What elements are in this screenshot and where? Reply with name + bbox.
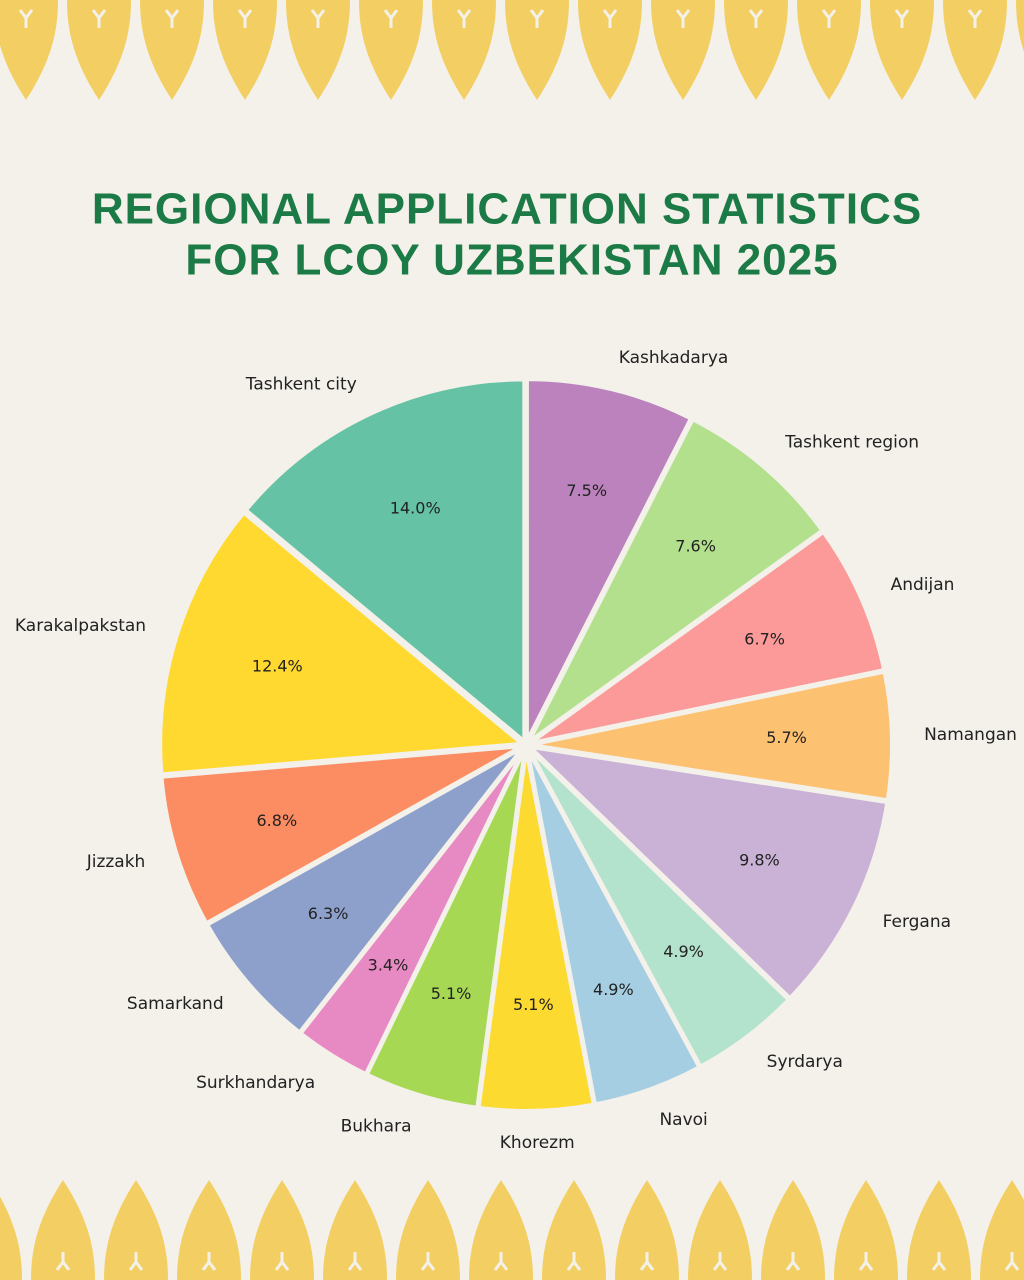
slice-label: Bukhara	[341, 1116, 412, 1136]
value-label: 4.9%	[593, 980, 634, 999]
pie-slice	[158, 509, 528, 777]
value-label: 6.8%	[257, 811, 298, 830]
pie-slice	[529, 669, 894, 803]
slice-label: Khorezm	[500, 1133, 575, 1153]
value-label: 5.7%	[766, 728, 807, 747]
value-label: 4.9%	[663, 942, 704, 961]
slice-label: Kashkadarya	[619, 348, 729, 368]
slice-label: Surkhandarya	[196, 1073, 315, 1093]
slice-label: Tashkent region	[784, 433, 919, 453]
pie-slice	[528, 529, 887, 746]
slice-label: Tashkent city	[245, 375, 357, 395]
slice-label: Namangan	[924, 725, 1017, 745]
chart-title: FOR LCOY UZBEKISTAN 2025	[185, 236, 838, 285]
value-label: 14.0%	[390, 499, 441, 518]
chart-title: REGIONAL APPLICATION STATISTICS	[92, 185, 922, 234]
pie-slice	[524, 377, 694, 743]
slice-label: Jizzakh	[86, 852, 146, 872]
top-border	[0, 0, 1024, 105]
slice-label: Navoi	[659, 1110, 707, 1130]
value-label: 9.8%	[739, 850, 780, 869]
value-label: 12.4%	[252, 656, 303, 675]
value-label: 3.4%	[368, 956, 409, 975]
value-label: 5.1%	[431, 984, 472, 1003]
value-label: 7.5%	[566, 481, 607, 500]
slice-label: Karakalpakstan	[15, 616, 146, 636]
bottom-border	[0, 1170, 1024, 1280]
pie-slice	[159, 744, 524, 926]
pie-slice	[204, 745, 525, 1036]
value-label: 7.6%	[675, 537, 716, 556]
value-label: 6.3%	[308, 904, 349, 923]
slice-label: Samarkand	[127, 994, 224, 1014]
pie-slice	[242, 377, 527, 746]
value-label: 5.1%	[513, 995, 554, 1014]
slice-label: Fergana	[883, 912, 951, 932]
pie-slice	[523, 743, 890, 1002]
slice-label: Syrdarya	[767, 1052, 843, 1072]
slice-label: Andijan	[891, 575, 955, 595]
pie-slice	[526, 416, 826, 744]
value-label: 6.7%	[744, 630, 785, 649]
